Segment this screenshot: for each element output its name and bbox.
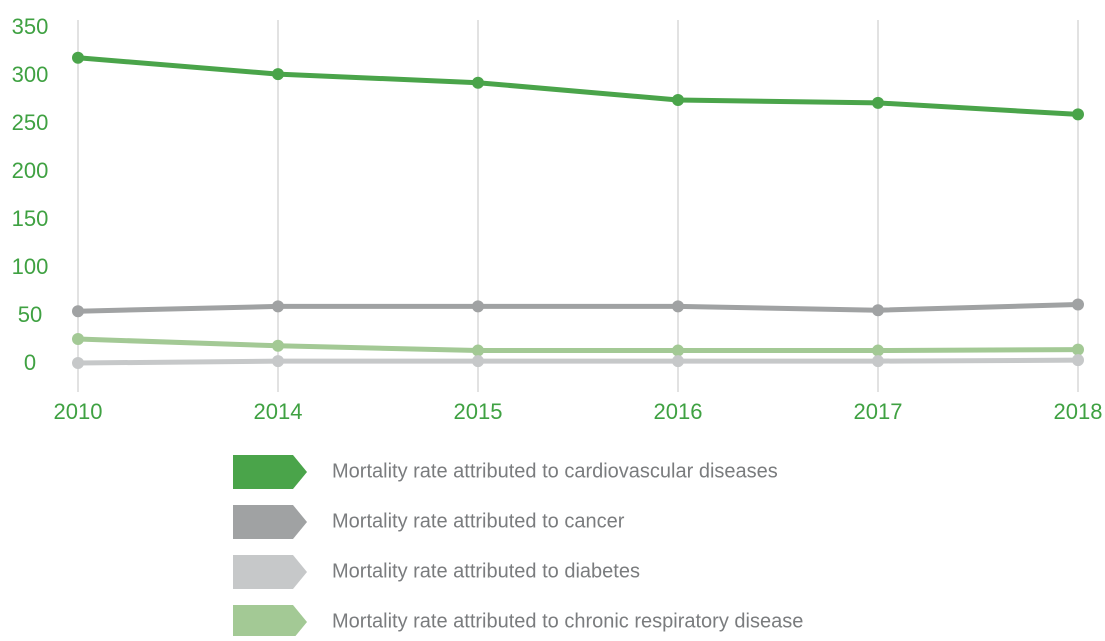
series-line [77,357,1079,366]
legend-swatch [233,555,307,589]
point [472,76,484,89]
y-tick-label: 150 [12,206,49,231]
point [1072,298,1084,311]
point [672,355,684,368]
legend-swatch [233,455,307,489]
y-tick-label: 200 [12,158,49,183]
x-tick-label: 2018 [1054,399,1103,424]
point [1072,108,1084,121]
legend-label: Mortality rate attributed to diabetes [332,560,640,582]
y-tick-label: 50 [18,302,42,327]
series-line [77,336,1079,354]
point [1072,343,1084,356]
point [272,68,284,81]
point [672,94,684,106]
series-line [77,301,1079,314]
point [872,355,884,368]
x-tick-label: 2017 [854,399,903,424]
legend-label: Mortality rate attributed to cardiovascu… [332,460,778,482]
point [272,339,284,352]
y-tick-label: 250 [12,110,49,135]
point [472,344,484,357]
point [72,357,84,370]
point [472,355,484,368]
point [872,304,884,317]
x-tick-label: 2015 [454,399,503,424]
y-tick-label: 350 [12,14,49,39]
y-tick-label: 100 [12,254,49,279]
point [272,300,284,313]
legend-label: Mortality rate attributed to chronic res… [332,610,803,632]
point [72,305,84,318]
point [872,344,884,357]
y-tick-label: 300 [12,62,49,87]
point [1072,354,1084,367]
legend-label: Mortality rate attributed to cancer [332,510,625,532]
x-tick-label: 2014 [254,399,303,424]
point [72,333,84,346]
point [472,300,484,313]
x-tick-label: 2010 [54,399,103,424]
point [872,96,884,109]
x-tick-label: 2016 [654,399,703,424]
series-line [77,55,1079,117]
legend-swatch [233,505,307,539]
point [672,300,684,313]
y-tick-label: 0 [24,350,36,375]
point [72,51,84,64]
point [272,355,284,368]
legend-swatch [233,605,307,639]
point [672,344,684,357]
